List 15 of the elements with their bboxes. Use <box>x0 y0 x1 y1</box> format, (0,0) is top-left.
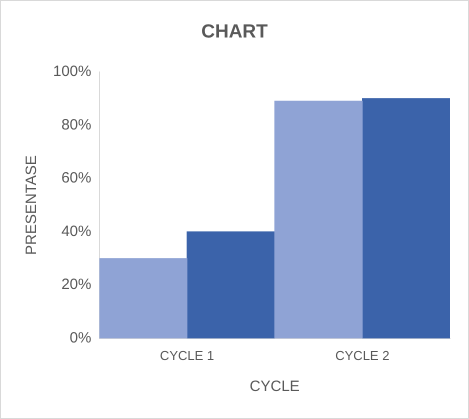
x-tick-label: CYCLE 2 <box>335 348 390 363</box>
y-tick-label: 40% <box>61 222 92 240</box>
y-tick-label: 80% <box>61 116 92 134</box>
y-tick-label: 60% <box>61 170 92 187</box>
y-tick-label: 0% <box>70 330 92 347</box>
x-tick-label: CYCLE 1 <box>160 348 214 363</box>
bar <box>274 100 363 338</box>
y-tick-label: 20% <box>61 276 92 294</box>
bar <box>186 231 276 338</box>
bar <box>99 258 188 338</box>
chart-title: CHART <box>201 22 268 43</box>
x-axis-title: CYCLE <box>250 378 300 396</box>
bar <box>362 98 450 338</box>
y-axis-title: PRESENTASE <box>23 155 40 255</box>
y-tick-label: 100% <box>52 62 92 80</box>
